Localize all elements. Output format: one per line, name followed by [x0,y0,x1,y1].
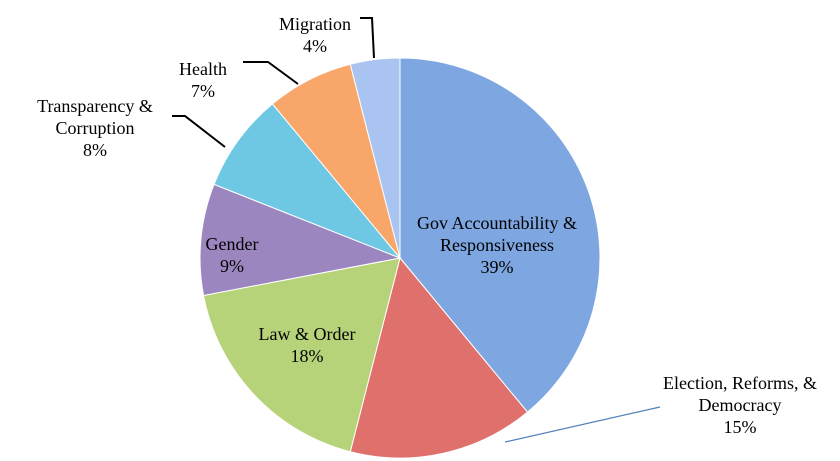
value-label: 18% [290,346,324,366]
category-label: Transparency & Corruption [37,96,153,138]
pie-slice [399,57,601,413]
category-label: Law & Order [258,324,356,344]
category-label: Health [179,59,227,79]
category-label: Migration [279,14,351,34]
value-label: 7% [191,81,215,101]
slice-label: Transparency & Corruption 8% [5,95,185,161]
slice-label: Gov Accountability & Responsiveness 39% [407,212,587,278]
value-label: 39% [480,257,514,277]
value-label: 8% [83,140,107,160]
slice-label: Migration 4% [260,13,370,57]
leader-line [172,115,226,148]
leader-line [243,61,299,85]
value-label: 15% [723,417,757,437]
category-label: Election, Reforms, & Democracy [663,373,817,415]
slice-label: Gender 9% [182,233,282,277]
slice-label: Law & Order 18% [237,323,377,367]
value-label: 9% [220,256,244,276]
slice-label: Health 7% [153,58,253,102]
pie-slice [202,257,401,453]
value-label: 4% [303,36,327,56]
slice-label: Election, Reforms, & Democracy 15% [655,372,825,438]
leader-line [504,406,661,443]
pie-slice [349,57,401,259]
pie-slice [213,103,401,259]
category-label: Gender [205,234,259,254]
leader-line [360,17,375,59]
pie-slice [199,183,402,297]
category-label: Gov Accountability & Responsiveness [417,213,577,255]
pie-slice [349,256,529,459]
